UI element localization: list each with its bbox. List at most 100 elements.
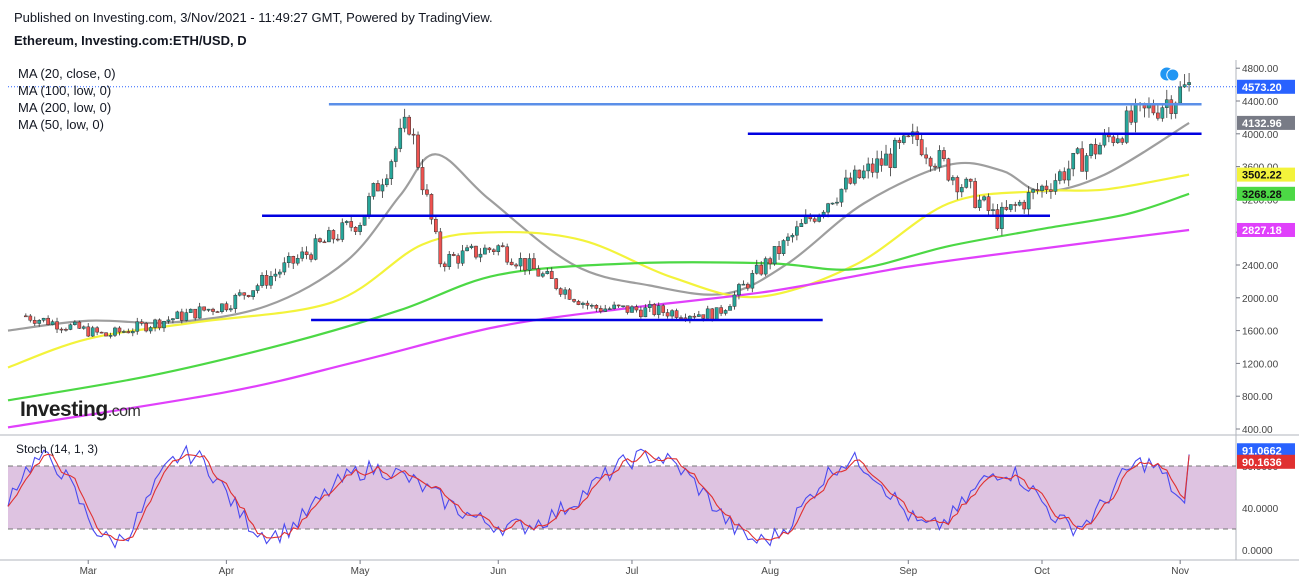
candle-body (465, 247, 469, 252)
candle-body (1129, 110, 1133, 123)
candle-body (117, 327, 122, 333)
candle-body (68, 324, 73, 330)
candle-body (786, 236, 790, 241)
candle-body (982, 196, 986, 201)
candle-body (1013, 204, 1018, 206)
legend-ma200[interactable]: MA (200, low, 0) (18, 100, 112, 115)
candle-body (474, 245, 478, 258)
candle-body (335, 238, 340, 241)
candle-body (839, 188, 844, 203)
candle-body (1084, 155, 1089, 172)
candle-body (237, 292, 242, 296)
candle-body (153, 319, 157, 328)
candle-body (139, 321, 144, 324)
candle-body (184, 312, 189, 321)
x-tick-label: Apr (219, 566, 235, 577)
candle-body (411, 133, 416, 136)
legend-ma50[interactable]: MA (50, low, 0) (18, 117, 104, 132)
candle-body (942, 150, 946, 160)
candle-body (549, 271, 554, 279)
candle-body (425, 189, 429, 195)
candle-body (233, 294, 238, 309)
candle-body (1080, 148, 1084, 172)
stoch-value-text: 90.1636 (1242, 457, 1282, 469)
y-tick-label: 2000.00 (1242, 294, 1279, 305)
candle-body (554, 278, 559, 289)
candle-body (46, 317, 50, 325)
candle-body (505, 246, 510, 263)
candle-body (656, 305, 661, 315)
y-tick-label: 4400.00 (1242, 97, 1279, 108)
candle-body (108, 335, 113, 337)
candle-body (228, 308, 233, 311)
candle-body (264, 275, 269, 286)
candle-body (915, 131, 920, 140)
candle-body (73, 321, 77, 325)
candle-body (1169, 99, 1174, 114)
candle-body (197, 306, 202, 319)
candle-body (77, 321, 82, 329)
candle-body (696, 314, 701, 317)
candle-body (478, 253, 483, 258)
candle-body (278, 271, 282, 275)
y-tick-label: 1200.00 (1242, 359, 1279, 370)
candle-body (393, 148, 398, 162)
candle-body (518, 258, 523, 267)
candle-body (126, 331, 131, 334)
candle-body (1040, 185, 1044, 192)
candle-body (282, 262, 287, 273)
candle-body (64, 329, 68, 331)
candle-body (1133, 103, 1138, 123)
stoch-label[interactable]: Stoch (14, 1, 3) (16, 442, 99, 456)
candle-body (951, 177, 955, 181)
candle-body (768, 258, 772, 265)
symbol-title: Ethereum, Investing.com:ETH/USD, D (14, 33, 247, 48)
legend-ma20[interactable]: MA (20, close, 0) (18, 66, 116, 81)
candle-body (251, 290, 255, 297)
candle-body (99, 331, 104, 334)
candle-body (260, 275, 264, 286)
x-tick-label: Nov (1171, 566, 1189, 577)
candle-body (861, 170, 866, 179)
candle-body (224, 303, 229, 311)
candle-body (754, 264, 759, 274)
candle-body (28, 315, 33, 321)
candle-body (906, 135, 911, 138)
candle-body (603, 308, 608, 312)
price-label-text: 2827.18 (1242, 225, 1282, 237)
candle-body (514, 264, 518, 267)
candle-body (647, 304, 652, 308)
candle-body (625, 305, 630, 313)
candle-body (1004, 206, 1009, 210)
candle-body (728, 306, 732, 311)
candle-body (1160, 107, 1165, 119)
legend-ma100[interactable]: MA (100, low, 0) (18, 83, 112, 98)
candle-body (630, 306, 634, 313)
x-tick-label: Oct (1034, 566, 1050, 577)
price-label-box (1237, 186, 1295, 201)
candle-body (795, 226, 799, 236)
candle-body (826, 203, 830, 213)
y-tick-label: 4800.00 (1242, 64, 1279, 75)
candle-body (175, 311, 180, 319)
candle-body (371, 183, 376, 197)
candle-body (304, 251, 309, 255)
candle-body (1062, 171, 1067, 181)
candle-body (55, 321, 59, 330)
candle-body (496, 245, 501, 252)
candle-body (90, 327, 95, 337)
candle-body (719, 307, 723, 314)
price-label-box (1237, 115, 1295, 130)
candle-body (643, 307, 648, 318)
candle-body (737, 284, 741, 296)
event-marker (1166, 68, 1180, 82)
candle-body (171, 318, 175, 321)
candle-body (148, 327, 153, 332)
candle-body (269, 275, 273, 286)
candle-body (1124, 110, 1129, 143)
y-tick-label: 4000.00 (1242, 130, 1279, 141)
candle-body (1049, 189, 1053, 192)
candle-body (937, 150, 942, 168)
candle-body (162, 321, 166, 329)
